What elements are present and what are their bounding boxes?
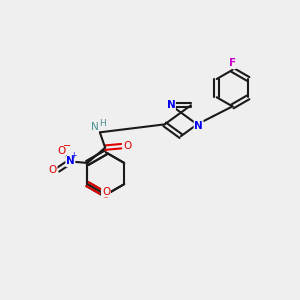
- Text: N: N: [194, 121, 203, 131]
- Text: O: O: [102, 187, 110, 197]
- Text: N: N: [91, 122, 98, 132]
- Text: O: O: [123, 141, 131, 151]
- Text: O: O: [49, 165, 57, 175]
- Text: N: N: [66, 157, 75, 166]
- Text: +: +: [70, 151, 76, 160]
- Text: O: O: [57, 146, 66, 156]
- Text: O: O: [102, 190, 110, 200]
- Text: F: F: [229, 58, 236, 68]
- Text: N: N: [167, 100, 175, 110]
- Text: −: −: [62, 142, 70, 152]
- Text: H: H: [99, 119, 106, 128]
